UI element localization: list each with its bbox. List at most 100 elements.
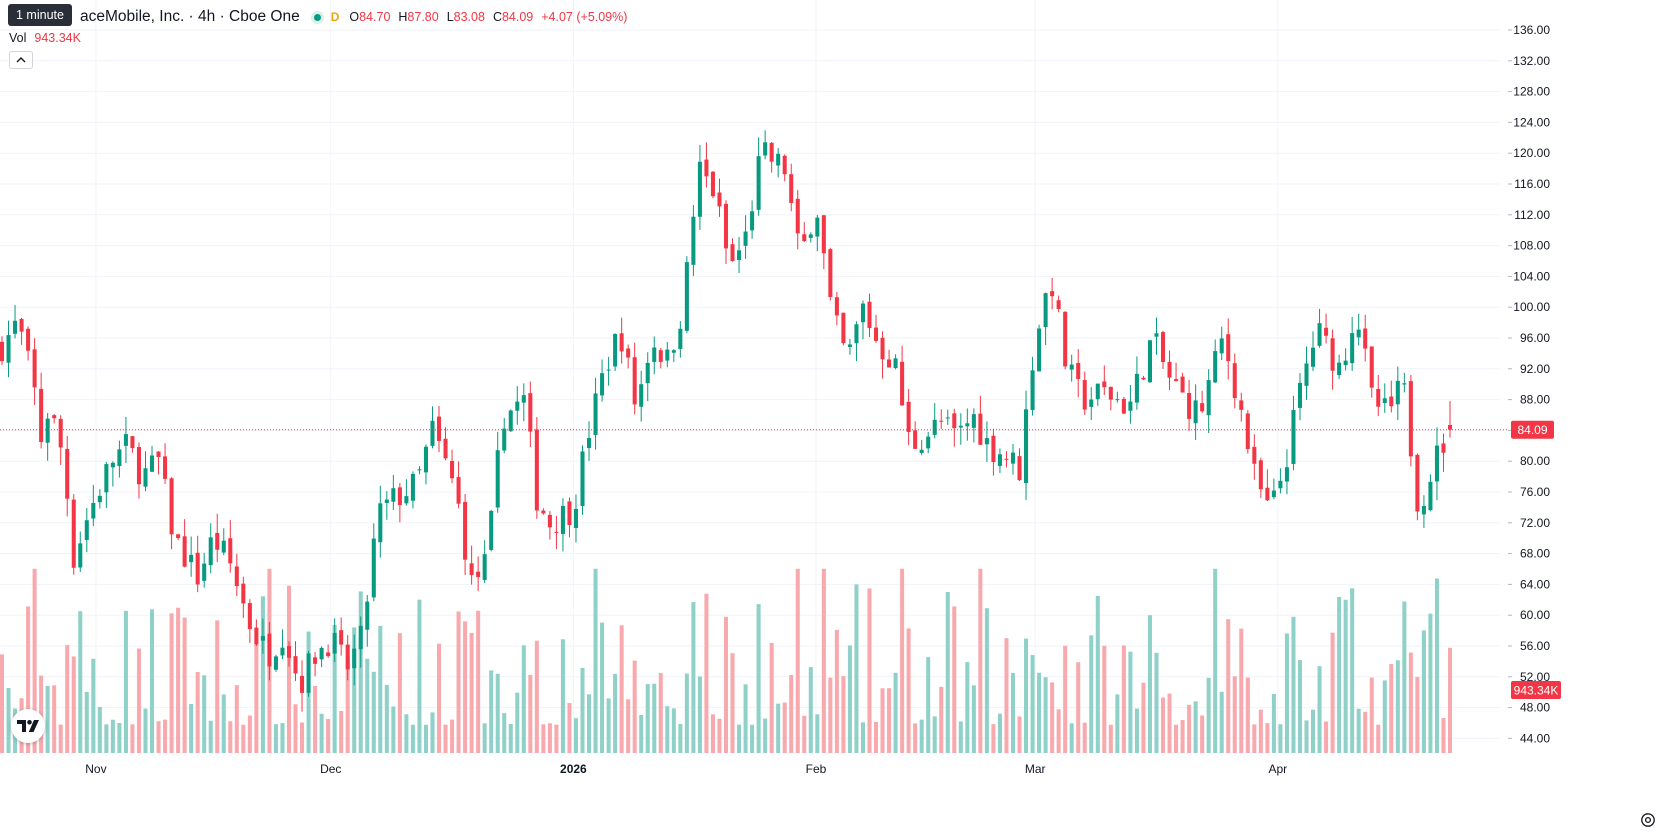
volume-bar [737,724,742,753]
volume-bar [345,655,350,753]
candle-body [567,501,572,526]
candle [769,141,774,173]
candle [1337,354,1342,380]
candle-body [358,625,363,650]
candle [1363,314,1368,362]
candle-body [737,250,742,260]
candle [1311,331,1316,371]
candle-body [984,438,989,445]
candle [1037,324,1042,372]
volume-bar [339,710,344,753]
candle-body [893,358,898,369]
y-tick-label: 100.00 [1513,300,1550,314]
volume-bar [815,714,820,753]
candle-body [795,198,800,234]
volume-bar [260,596,265,753]
candle-body [1252,446,1257,464]
candle-body [952,413,957,429]
candle-body [1154,333,1159,337]
candle-body [163,456,168,479]
candle [1128,385,1133,424]
volume-bar [1095,595,1100,753]
candle [300,660,305,712]
candle [828,247,833,301]
candle [671,349,676,362]
candle [1213,339,1218,384]
candle-body [665,349,670,361]
candle-body [1043,293,1048,328]
candle-body [78,543,83,568]
candle [971,408,976,443]
candle [1200,390,1205,414]
volume-bar [1024,638,1029,753]
volume-bar [1121,645,1126,753]
volume-bar [169,613,174,753]
x-tick-label: Apr [1268,762,1287,776]
tradingview-logo-icon[interactable] [11,709,45,743]
candle-body [365,601,370,630]
y-tick-label: 96.00 [1520,331,1550,345]
y-tick-label: 68.00 [1520,547,1550,561]
candle-body [13,320,18,334]
y-tick-label: 92.00 [1520,362,1550,376]
volume-bar [1265,723,1270,753]
candle-body [815,217,820,237]
volume-bar [410,724,415,753]
volume-bar [1147,615,1152,753]
candle-body [821,215,826,254]
candle [32,338,37,405]
candle-body [1024,409,1029,484]
candle-body [32,349,37,388]
candle [1441,433,1446,472]
candle-body [1226,334,1231,362]
collapse-legend-button[interactable] [9,51,33,69]
volume-bar [1402,601,1407,753]
candle-body [769,142,774,162]
interval-tooltip: 1 minute [8,4,72,26]
volume-bar [443,724,448,753]
volume-bar [880,688,885,753]
last-volume-label-text: 943.34K [1514,684,1559,698]
volume-bar [84,691,89,753]
volume-bar [965,662,970,753]
volume-bar [1134,708,1139,753]
candle-body [717,192,722,207]
volume-bar [560,639,565,753]
volume-bar [1037,672,1042,753]
volume-bar [1284,633,1289,753]
candle [756,137,761,216]
open-value: O84.70 [349,10,391,24]
candle-body [1187,393,1192,419]
symbol-title[interactable]: aceMobile, Inc. · 4h · Cboe One [80,8,300,25]
candle-body [887,359,892,368]
chart-settings-button[interactable] [1639,811,1657,829]
volume-bar [52,685,57,753]
candle-body [626,348,631,358]
volume-bar [176,607,181,753]
candle-body [1395,380,1400,405]
candle-body [1037,328,1042,372]
candle [606,356,611,386]
candle [1376,375,1381,417]
volume-bar [228,721,233,753]
candle-body [828,249,833,298]
candle-body [130,436,135,449]
candle-body [1017,456,1022,481]
candle [1024,390,1029,501]
volume-bar [397,633,402,753]
candle [626,344,631,369]
volume-bar [1278,724,1283,753]
candle-body [1265,487,1270,501]
volume-bar [978,568,983,753]
candle [423,444,428,485]
volume-bar [254,644,259,753]
candle-body [554,531,559,533]
volume-bar [1030,655,1035,753]
candle-body [391,488,396,502]
candle-body [1376,388,1381,407]
candle [750,200,755,239]
candle [26,326,31,361]
volume-bar [1337,596,1342,753]
candle-body [697,161,702,217]
